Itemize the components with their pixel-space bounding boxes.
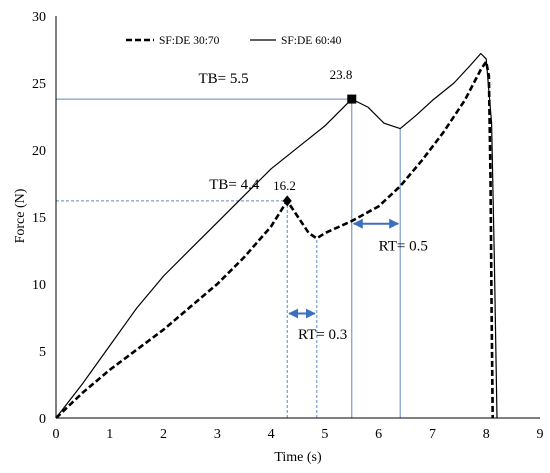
axes [55, 16, 540, 419]
x-tick-label: 0 [53, 427, 60, 442]
x-axis-title: Time (s) [274, 450, 322, 465]
x-tick-label: 4 [268, 427, 275, 442]
y-tick-label: 15 [32, 211, 46, 226]
y-tick-labels: 0 5 10 15 20 25 30 [32, 10, 46, 427]
y-tick-label: 30 [32, 10, 46, 25]
series-line-2 [55, 52, 498, 419]
x-tick-label: 7 [429, 427, 436, 442]
x-tick-label: 8 [483, 427, 490, 442]
y-tick-label: 25 [32, 77, 46, 92]
legend: SF:DE 30:70 SF:DE 60:40 [126, 35, 342, 47]
y-tick-label: 20 [32, 144, 46, 159]
annotation-label: TB= 5.5 [199, 71, 249, 87]
y-axis-title: Force (N) [13, 188, 28, 243]
y-tick-label: 5 [39, 345, 46, 360]
series-line-1 [55, 60, 494, 419]
x-tick-label: 9 [537, 427, 544, 442]
x-tick-label: 1 [106, 427, 113, 442]
interval-arrows [288, 218, 400, 319]
annotation-label: TB= 4.4 [209, 177, 260, 193]
peak-markers [282, 94, 357, 207]
peak-value-label: 23.8 [330, 67, 353, 82]
y-tick-label: 0 [39, 412, 46, 427]
x-tick-labels: 0 1 2 3 4 5 6 7 8 9 [53, 427, 544, 442]
y-tick-label: 10 [32, 278, 46, 293]
peak-marker-square [347, 94, 357, 104]
annotation-label: RT= 0.3 [298, 327, 347, 343]
x-tick-label: 3 [214, 427, 221, 442]
x-tick-label: 2 [160, 427, 167, 442]
legend-label-series-1: SF:DE 30:70 [159, 35, 220, 47]
peak-value-label: 16.2 [273, 178, 296, 193]
x-tick-label: 6 [375, 427, 382, 442]
annotations: TB= 5.5 23.8 TB= 4.4 16.2 RT= 0.5 RT= 0.3 [199, 67, 428, 343]
reference-lines [56, 98, 401, 418]
peak-marker-diamond [282, 195, 292, 207]
x-tick-label: 5 [321, 427, 328, 442]
legend-label-series-2: SF:DE 60:40 [281, 35, 342, 47]
series-lines [55, 52, 498, 419]
annotation-label: RT= 0.5 [379, 239, 428, 255]
